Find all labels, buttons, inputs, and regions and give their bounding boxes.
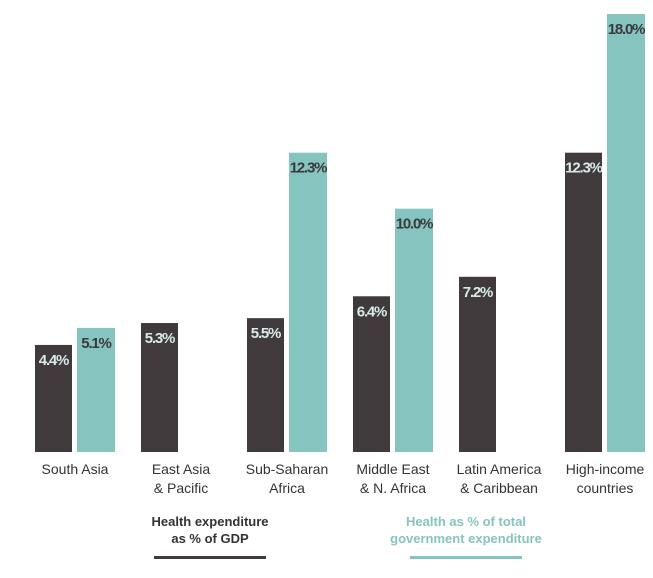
category-label: Latin America & Caribbean xyxy=(456,461,542,496)
bar xyxy=(565,152,602,452)
legend-swatch xyxy=(410,556,522,559)
category-label: Sub-Saharan Africa xyxy=(245,461,329,496)
value-label: 7.2% xyxy=(463,284,493,301)
value-label: 18.0% xyxy=(608,21,645,38)
value-label: 10.0% xyxy=(396,216,433,233)
value-label: 12.3% xyxy=(565,160,602,177)
value-label: 5.1% xyxy=(81,335,111,352)
legend-label: Health expenditure as % of GDP xyxy=(151,514,269,546)
legend-label: Health as % of total government expendit… xyxy=(390,514,542,546)
category-label: Middle East & N. Africa xyxy=(356,461,430,496)
category-label: High-income countries xyxy=(565,461,645,496)
value-label: 4.4% xyxy=(39,352,69,369)
value-label: 5.3% xyxy=(145,330,175,347)
bar xyxy=(289,152,327,452)
value-label: 12.3% xyxy=(290,160,327,177)
legend-swatch xyxy=(154,556,266,559)
category-label: South Asia xyxy=(41,461,109,477)
category-label: East Asia & Pacific xyxy=(151,461,211,496)
bar xyxy=(35,344,72,452)
bar xyxy=(395,208,433,452)
bar xyxy=(247,318,284,452)
value-label: 6.4% xyxy=(357,303,387,320)
bar xyxy=(141,323,178,452)
bar xyxy=(607,14,645,452)
bar xyxy=(77,327,115,452)
bar xyxy=(459,276,496,452)
bar xyxy=(353,296,390,452)
value-label: 5.5% xyxy=(251,325,281,342)
